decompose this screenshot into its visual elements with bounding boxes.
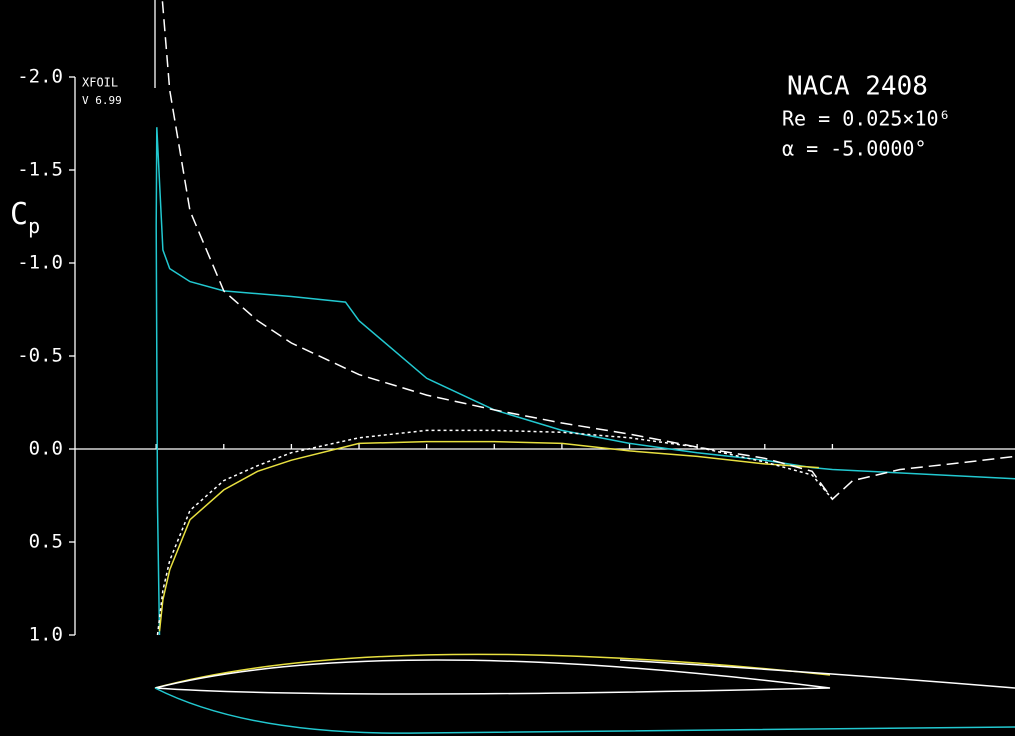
y-tick-label: -1.5	[17, 159, 63, 181]
y-tick-label: -1.0	[17, 252, 63, 274]
cp-curve	[158, 440, 819, 632]
y-tick-label: 0.5	[29, 531, 63, 553]
program-name: XFOIL	[82, 76, 118, 90]
program-version: V 6.99	[82, 94, 122, 107]
airfoil	[154, 653, 1015, 734]
airfoil-lower-bl	[154, 687, 1015, 734]
y-axis-label: Cp	[10, 197, 40, 238]
airfoil-outline	[154, 659, 831, 695]
y-tick-label: -0.5	[17, 345, 63, 367]
cp-curve	[155, 127, 1015, 636]
airfoil-upper-bl	[154, 653, 831, 689]
y-tick-label: 0.0	[29, 438, 63, 460]
wake-upper	[619, 659, 1015, 689]
y-label-sub: p	[28, 214, 40, 238]
y-tick-label: -2.0	[17, 66, 63, 88]
reynolds-number: Re = 0.025×10⁶	[782, 107, 951, 131]
chart-title: NACA 2408	[787, 72, 928, 102]
angle-of-attack: α = -5.0000°	[782, 137, 927, 161]
y-label-main: C	[10, 197, 28, 232]
cp-curve	[161, 0, 1015, 501]
cp-curve	[156, 429, 833, 636]
y-tick-label: 1.0	[29, 624, 63, 646]
